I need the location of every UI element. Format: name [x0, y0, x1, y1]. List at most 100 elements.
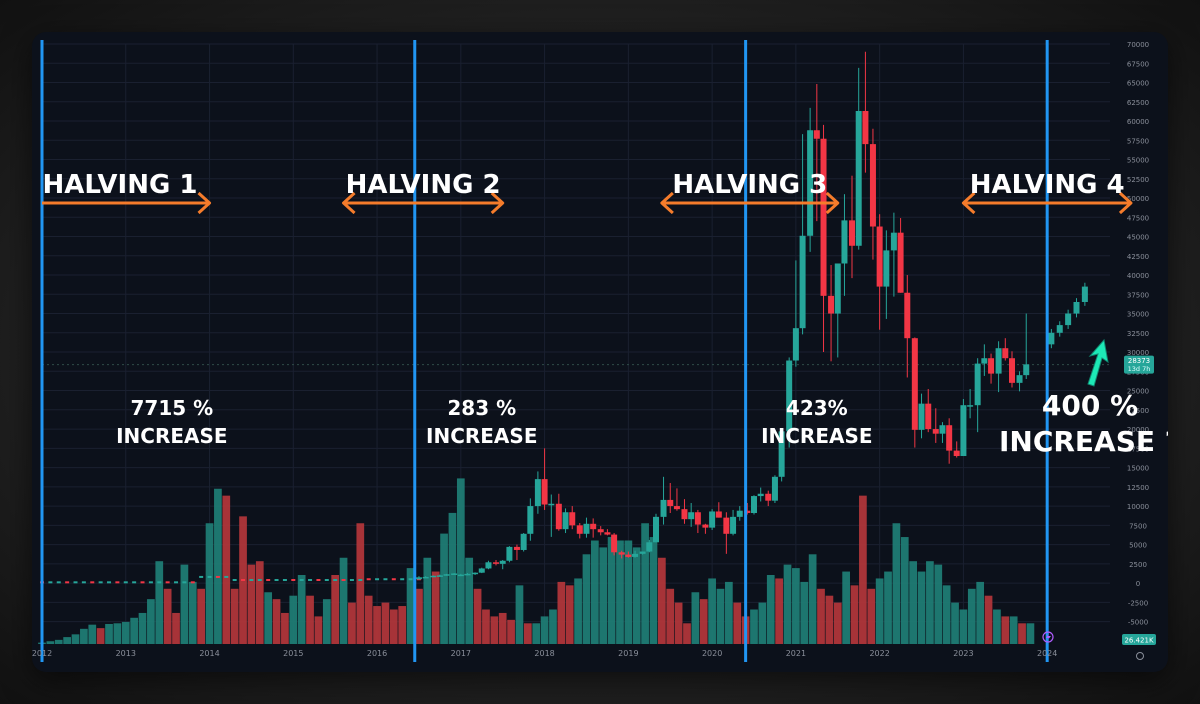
volume-bar [105, 623, 113, 644]
x-tick-label: 2012 [32, 649, 52, 658]
halving-label: HALVING 3 [672, 170, 827, 200]
volume-bar [917, 571, 926, 644]
bitcoin-halving-chart[interactable]: 70000 67500 65000 62500 60000 57500 55000 52500… [32, 32, 1168, 672]
candle-body [946, 425, 953, 451]
volume-bar [356, 523, 365, 644]
volume-bar [1009, 616, 1018, 644]
volume-bar [892, 523, 901, 644]
early-price-candle [115, 581, 120, 584]
candle-body [436, 575, 443, 577]
halving-label: HALVING 1 [43, 170, 198, 200]
candle-body [569, 512, 576, 526]
y-tick-label: 52500 [1127, 176, 1149, 184]
early-price-candle [90, 581, 95, 584]
green-up-arrow-icon [1087, 338, 1109, 387]
volume-bar [942, 585, 951, 644]
early-price-candle [224, 575, 229, 578]
candle-body [513, 546, 520, 550]
early-price-candle [341, 579, 346, 582]
early-price-candle [274, 579, 279, 582]
early-price-candle [291, 579, 296, 582]
volume-bar [792, 568, 800, 644]
volume-bar [205, 523, 214, 644]
early-price-candle [366, 578, 371, 581]
candle-body [744, 510, 751, 514]
volume-bar [281, 612, 289, 644]
y-tick-label: -5000 [1128, 619, 1148, 627]
volume-bar [616, 540, 624, 644]
candle-body [715, 511, 722, 518]
volume-bar [264, 592, 273, 644]
y-tick-label: 25000 [1127, 388, 1149, 396]
early-price-candle [199, 575, 204, 578]
volume-bar [733, 602, 742, 644]
volume-bar [113, 623, 122, 644]
volume-bar [138, 612, 147, 644]
volume-bar [716, 588, 725, 644]
candle-body [590, 523, 597, 530]
increase-word-label: INCREASE ? [999, 425, 1168, 458]
x-tick-label: 2024 [1037, 649, 1057, 658]
y-tick-label: 57500 [1127, 137, 1149, 145]
volume-bar [398, 606, 407, 644]
volume-bar [46, 641, 55, 644]
volume-bar [993, 609, 1001, 644]
volume-bar [951, 602, 959, 644]
candlesticks [40, 51, 1088, 584]
candle-body [890, 232, 897, 251]
volume-bar [658, 557, 666, 644]
early-price-candle [65, 581, 70, 584]
volume-bar [348, 602, 356, 644]
volume-bar [448, 512, 457, 644]
volume-bar [230, 588, 239, 644]
volume-bar [884, 571, 892, 644]
grid [41, 43, 1110, 644]
volume-bar [674, 602, 683, 644]
candle-body [562, 512, 569, 530]
halving-arrows [42, 191, 1133, 215]
volume-bar [574, 578, 582, 644]
candle-body [548, 503, 555, 506]
candle-body [925, 403, 932, 430]
x-tick-label: 2015 [283, 649, 303, 658]
volume-bar [699, 599, 708, 644]
increase-word-label: INCREASE [761, 424, 872, 448]
y-tick-label: 37500 [1127, 291, 1149, 299]
volume-bar [88, 624, 97, 644]
volume-bar [691, 592, 700, 644]
candle-body [862, 111, 869, 145]
x-tick-label: 2016 [367, 649, 387, 658]
volume-bar [163, 588, 172, 644]
volume-badge [1122, 634, 1156, 645]
volume-bar [172, 612, 180, 644]
candle-body [472, 572, 479, 575]
candle-body [583, 523, 590, 534]
candle-body [673, 506, 680, 510]
candle-body [520, 533, 527, 550]
candle-body [981, 358, 988, 364]
volume-bar [214, 488, 222, 644]
volume-bar [272, 599, 281, 644]
candle-body [597, 529, 604, 533]
price-badge [1124, 355, 1154, 374]
lightning-icon [1042, 631, 1054, 643]
x-tick-label: 2014 [199, 649, 219, 658]
candle-body [1048, 332, 1055, 345]
candle-body [1073, 301, 1080, 314]
early-price-candle [232, 579, 237, 582]
halving-label: HALVING 4 [970, 170, 1125, 200]
early-price-candle [165, 581, 170, 584]
candle-body [974, 363, 981, 406]
volume-bar [364, 595, 373, 644]
y-tick-label: 2500 [1129, 561, 1147, 569]
y-tick-label: 70000 [1127, 41, 1149, 49]
candle-body [918, 403, 925, 430]
price-badge-countdown: 13d 7h [1128, 365, 1151, 373]
y-tick-label: 47500 [1127, 214, 1149, 222]
early-price-candle [333, 579, 338, 582]
volume-bar [473, 588, 482, 644]
candle-body [820, 138, 827, 296]
volume-bar [833, 602, 842, 644]
volume-bar [71, 634, 80, 644]
volume-bar [934, 564, 943, 644]
